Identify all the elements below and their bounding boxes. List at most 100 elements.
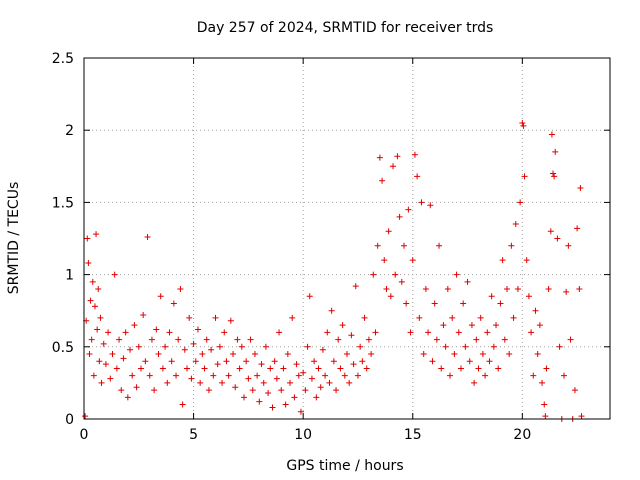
data-point (295, 372, 302, 379)
data-point (87, 297, 94, 304)
data-point (438, 365, 445, 372)
data-point (551, 173, 558, 180)
data-point (392, 271, 399, 278)
x-tick-label: 0 (80, 427, 89, 443)
data-point (179, 401, 186, 408)
data-point (276, 329, 283, 336)
data-point (429, 358, 436, 365)
data-point (475, 365, 482, 372)
axis-ticks (83, 57, 610, 420)
data-point (168, 358, 175, 365)
data-point (280, 365, 287, 372)
data-point (510, 314, 517, 321)
data-point (317, 384, 324, 391)
data-point (240, 394, 247, 401)
data-point (273, 375, 280, 382)
data-point (499, 257, 506, 264)
data-point (98, 379, 105, 386)
data-point (201, 365, 208, 372)
data-point (372, 329, 379, 336)
data-point (311, 358, 318, 365)
data-point (506, 351, 513, 358)
data-point (319, 346, 326, 353)
data-point (543, 365, 550, 372)
data-point (219, 379, 226, 386)
data-point (556, 343, 563, 350)
data-point (574, 225, 581, 232)
plot-frame (83, 57, 611, 420)
data-point (405, 206, 412, 213)
y-tick-label: 0 (65, 412, 74, 428)
data-point (348, 332, 355, 339)
data-point (418, 199, 425, 206)
data-point (508, 242, 515, 249)
data-point (89, 278, 96, 285)
data-point (344, 351, 350, 358)
data-point (383, 286, 390, 293)
data-point (471, 379, 478, 386)
data-point (407, 329, 414, 336)
data-point (107, 375, 114, 382)
data-point (95, 286, 102, 293)
data-points (82, 119, 585, 422)
data-point (223, 358, 230, 365)
data-point (517, 199, 524, 206)
data-point (381, 257, 388, 264)
data-point (144, 234, 151, 241)
data-point (282, 401, 289, 408)
data-point (326, 379, 333, 386)
data-point (284, 351, 291, 358)
data-point (155, 351, 162, 358)
data-point (547, 228, 554, 235)
x-tick-label: 20 (513, 427, 531, 443)
data-point (379, 177, 386, 184)
data-point (528, 329, 535, 336)
x-tick-label: 10 (294, 427, 312, 443)
data-point (258, 361, 265, 368)
data-point (433, 336, 440, 343)
data-point (403, 300, 410, 307)
data-point (297, 408, 304, 415)
data-point (577, 184, 584, 191)
data-point (451, 351, 458, 358)
data-point (447, 372, 454, 379)
data-point (440, 322, 447, 329)
data-point (221, 329, 228, 336)
data-point (352, 283, 359, 290)
y-tick-labels: 0 0.5 1 1.5 2 2.5 (52, 51, 74, 428)
data-point (256, 398, 263, 405)
data-point (398, 278, 405, 285)
data-point (530, 372, 537, 379)
data-point (436, 242, 443, 249)
data-point (170, 300, 177, 307)
data-point (300, 369, 307, 376)
data-point (565, 242, 572, 249)
x-axis-label: GPS time / hours (286, 458, 403, 474)
data-point (346, 379, 353, 386)
data-point (357, 343, 364, 350)
data-point (109, 351, 116, 358)
data-point (411, 151, 418, 158)
data-point (453, 271, 460, 278)
data-point (567, 336, 574, 343)
data-point (90, 372, 97, 379)
data-point (306, 293, 313, 300)
data-point (350, 361, 357, 368)
data-point (374, 242, 381, 249)
data-point (462, 343, 469, 350)
data-point (151, 387, 158, 394)
data-point (484, 329, 491, 336)
data-point (227, 317, 234, 324)
data-point (578, 413, 585, 420)
data-point (521, 173, 528, 180)
data-point (545, 286, 552, 293)
y-tick-label: 1.5 (52, 195, 74, 211)
data-point (159, 365, 166, 372)
data-point (177, 286, 184, 293)
data-point (216, 343, 223, 350)
data-point (88, 336, 95, 343)
data-point (532, 307, 539, 314)
data-point (490, 343, 497, 350)
data-point (287, 379, 294, 386)
